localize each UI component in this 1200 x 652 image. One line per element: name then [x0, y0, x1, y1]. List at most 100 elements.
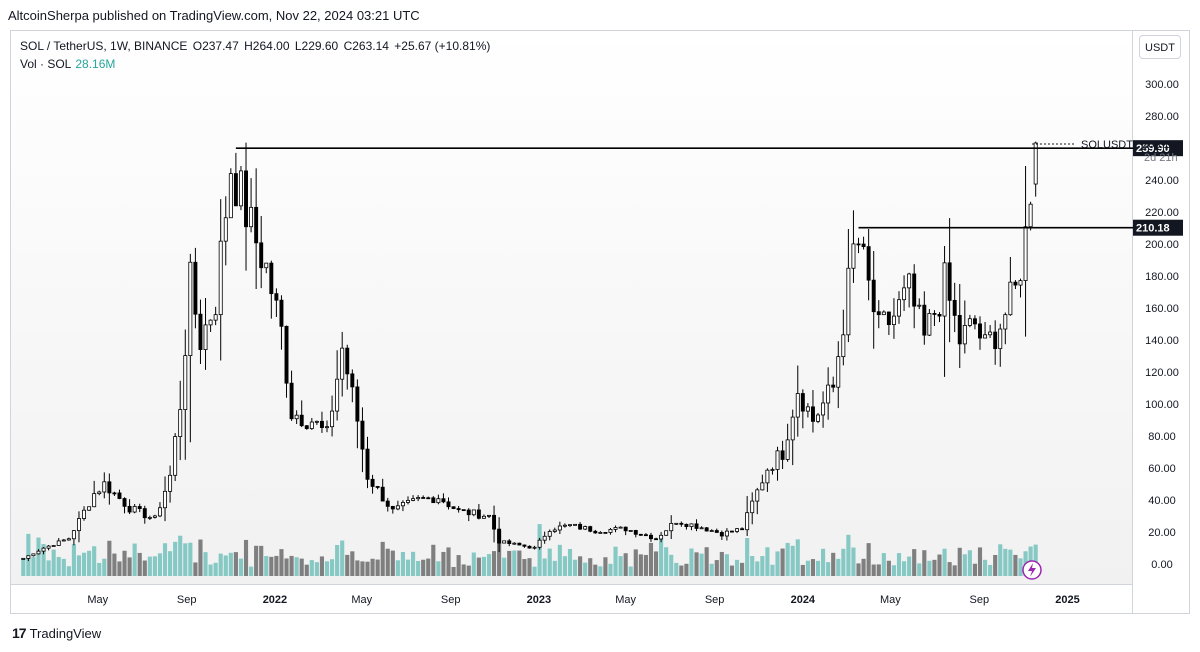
volume-bar: [365, 561, 370, 576]
volume-bar: [481, 556, 486, 576]
volume-bar: [795, 539, 800, 576]
candle-body: [522, 544, 527, 547]
candle-body: [542, 535, 547, 541]
volume-bar: [436, 561, 441, 576]
candle-body: [927, 313, 932, 336]
footer-brand[interactable]: 17 TradingView: [12, 625, 101, 641]
volume-bar: [51, 549, 56, 576]
symbol-title[interactable]: SOL / TetherUS, 1W, BINANCE: [20, 39, 188, 53]
volume-bar: [289, 555, 294, 576]
candle-body: [780, 450, 785, 460]
candle-body: [355, 386, 360, 422]
y-tick-label: 100.00: [1145, 399, 1179, 411]
volume-bar: [441, 551, 446, 576]
volume-bar: [745, 537, 750, 576]
candle-body: [82, 509, 87, 519]
volume-bar: [132, 543, 137, 576]
volume-bar: [638, 554, 643, 576]
candle-body: [487, 514, 491, 517]
volume-bar: [871, 564, 876, 576]
volume-bar: [152, 556, 157, 576]
x-tick-label: May: [615, 594, 636, 606]
candle-body: [598, 531, 603, 534]
candle-body: [436, 498, 441, 504]
close-value: C263.14: [343, 39, 389, 53]
x-tick-label: 2023: [527, 594, 551, 606]
candle-body: [740, 528, 745, 531]
candle-body: [193, 261, 198, 315]
volume-bar: [557, 544, 562, 576]
volume-bar: [319, 556, 325, 576]
volume-bar: [932, 559, 937, 576]
volume-bar: [578, 556, 583, 576]
volume-bar: [517, 550, 522, 576]
candle-body: [750, 500, 755, 514]
candle-body: [623, 526, 628, 532]
candle-body: [760, 482, 765, 491]
volume-bar: [228, 552, 233, 576]
candle-body: [684, 523, 689, 528]
candle-body: [699, 527, 704, 530]
publish-line: AltcoinSherpa published on TradingView.c…: [8, 8, 420, 23]
volume-bar: [982, 559, 988, 576]
volume-bar: [122, 550, 127, 576]
candle-body: [562, 524, 567, 527]
volume-bar: [942, 548, 947, 576]
candle-body: [947, 262, 952, 301]
candle-body: [729, 530, 734, 533]
x-tick-label: 2025: [1055, 594, 1079, 606]
currency-button[interactable]: USDT: [1139, 35, 1181, 59]
candle-body: [633, 530, 638, 535]
volume-bar: [719, 551, 724, 576]
volume-bar: [203, 552, 208, 576]
volume-bar: [299, 558, 304, 576]
candle-body: [800, 393, 805, 412]
candle-body: [669, 522, 674, 532]
volume-bar: [805, 560, 810, 576]
candle-body: [492, 514, 497, 530]
volume-bar: [628, 566, 633, 576]
candle-body: [507, 540, 512, 544]
candle-body: [481, 515, 486, 519]
volume-bar: [937, 554, 942, 576]
volume-bar: [967, 550, 972, 576]
candle-body: [719, 532, 724, 537]
volume-bar: [669, 554, 674, 576]
volume-label[interactable]: Vol · SOL: [20, 57, 72, 71]
volume-bar: [532, 566, 537, 576]
candle-body: [922, 304, 927, 336]
volume-value: 28.16M: [75, 57, 116, 71]
volume-bar: [891, 565, 897, 576]
x-tick-label: Sep: [705, 594, 725, 606]
volume-bar: [335, 544, 340, 576]
candle-body: [679, 522, 684, 525]
volume-bar: [309, 560, 314, 576]
candle-body: [957, 315, 962, 345]
volume-bar: [87, 550, 92, 576]
x-tick-label: 2024: [791, 594, 816, 606]
volume-legend: Vol · SOL 28.16M: [20, 57, 115, 71]
candle-body: [1023, 226, 1028, 282]
volume-bar: [31, 557, 36, 576]
candle-body: [254, 206, 259, 244]
candle-body: [335, 378, 340, 412]
x-tick-label: May: [880, 594, 901, 606]
candle-body: [299, 414, 304, 427]
candle-body: [1028, 203, 1033, 228]
volume-bar: [188, 542, 193, 576]
candle-body: [431, 497, 436, 504]
volume-bar: [648, 542, 654, 576]
volume-bar: [653, 551, 659, 576]
last-price-label: 263.14: [1142, 139, 1176, 151]
volume-bar: [790, 545, 795, 576]
volume-bar: [750, 556, 755, 576]
candle-body: [132, 506, 137, 513]
candle-body: [897, 299, 901, 317]
volume-bar: [249, 566, 254, 576]
volume-bar: [213, 562, 218, 576]
volume-bar: [446, 547, 451, 576]
candle-body: [608, 528, 613, 533]
y-tick-label: 60.00: [1148, 463, 1176, 475]
candle-body: [416, 497, 421, 500]
